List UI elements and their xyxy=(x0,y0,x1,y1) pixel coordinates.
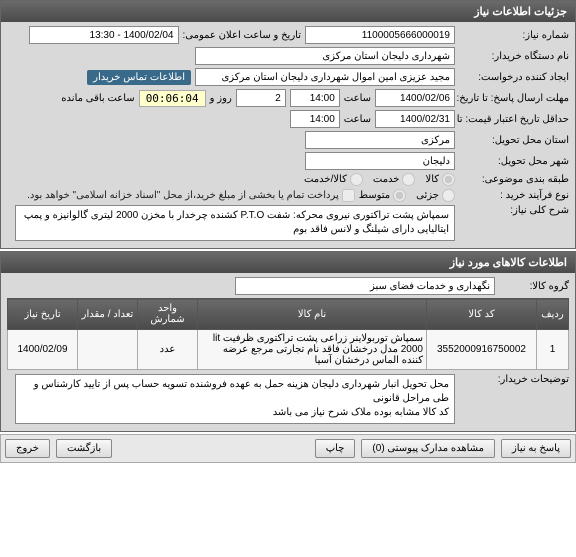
remain-label: ساعت باقی مانده xyxy=(61,93,134,104)
cell-idx: 1 xyxy=(537,330,569,370)
th-row: ردیف xyxy=(537,299,569,330)
need-no-label: شماره نیاز: xyxy=(459,30,569,41)
days-label: روز و xyxy=(210,93,232,104)
validity-time-label: ساعت xyxy=(344,114,371,125)
days-field: 2 xyxy=(236,89,286,107)
info-panel-title: جزئیات اطلاعات نیاز xyxy=(1,1,575,22)
exit-button[interactable]: خروج xyxy=(5,439,50,458)
footer-bar: پاسخ به نیاز مشاهده مدارک پیوستی (0) چاپ… xyxy=(0,434,576,463)
cell-code: 3552000916750002 xyxy=(427,330,537,370)
cell-qty xyxy=(78,330,138,370)
attach-button[interactable]: مشاهده مدارک پیوستی (0) xyxy=(361,439,495,458)
validity-date: 1400/02/31 xyxy=(375,110,455,128)
desc-label: شرح کلی نیاز: xyxy=(459,205,569,216)
validity-label: حداقل تاریخ اعتبار قیمت: تا تاریخ: xyxy=(459,114,569,125)
deadline-date: 1400/02/06 xyxy=(375,89,455,107)
info-panel-body: شماره نیاز: 1100005666000019 تاریخ و ساع… xyxy=(1,22,575,248)
buyer-notes-label: توضیحات خریدار: xyxy=(459,374,569,385)
validity-time: 14:00 xyxy=(290,110,340,128)
contact-link[interactable]: اطلاعات تماس خریدار xyxy=(87,70,191,85)
province-label: استان محل تحویل: xyxy=(459,135,569,146)
partial-pay-check[interactable]: پرداخت تمام یا بخشی از مبلغ خرید،از محل … xyxy=(27,189,355,202)
buyer-label: نام دستگاه خریدار: xyxy=(459,51,569,62)
buyer-notes: محل تحویل انبار شهرداری دلیجان هزینه حمل… xyxy=(15,374,455,424)
th-date: تاریخ نیاز xyxy=(8,299,78,330)
buyer-field: شهرداری دلیجان استان مرکزی xyxy=(195,47,455,65)
need-no-field: 1100005666000019 xyxy=(305,26,455,44)
process-small[interactable]: جزئی xyxy=(416,189,455,202)
process-radio-group: جزئی متوسط xyxy=(359,189,455,202)
deadline-label: مهلت ارسال پاسخ: تا تاریخ: xyxy=(459,93,569,104)
th-qty: تعداد / مقدار xyxy=(78,299,138,330)
deadline-time-label: ساعت xyxy=(344,93,371,104)
city-field: دلیجان xyxy=(305,152,455,170)
creator-field: مجید عزیزی امین اموال شهرداری دلیجان است… xyxy=(195,68,455,86)
budget-service[interactable]: خدمت xyxy=(373,173,416,186)
th-unit: واحد شمارش xyxy=(138,299,198,330)
cell-name: سمپاش توربولاینر زراعی پشت تراکتوری ظرفی… xyxy=(198,330,427,370)
countdown: 00:06:04 xyxy=(139,90,206,107)
creator-label: ایجاد کننده درخواست: xyxy=(459,72,569,83)
th-name: نام کالا xyxy=(198,299,427,330)
announce-field: 1400/02/04 - 13:30 xyxy=(29,26,179,44)
to-need-button[interactable]: پاسخ به نیاز xyxy=(501,439,571,458)
province-field: مرکزی xyxy=(305,131,455,149)
group-field: نگهداری و خدمات فضای سبز xyxy=(235,277,495,295)
info-panel: جزئیات اطلاعات نیاز شماره نیاز: 11000056… xyxy=(0,0,576,249)
th-code: کد کالا xyxy=(427,299,537,330)
back-button[interactable]: بازگشت xyxy=(56,439,112,458)
deadline-time: 14:00 xyxy=(290,89,340,107)
desc-field: سمپاش پشت تراکتوری نیروی محرکه: شفت P.T.… xyxy=(15,205,455,241)
cell-unit: عدد xyxy=(138,330,198,370)
items-panel-body: گروه کالا: نگهداری و خدمات فضای سبز ردیف… xyxy=(1,273,575,431)
process-label: نوع فرآیند خرید : xyxy=(459,190,569,201)
table-row: 1 3552000916750002 سمپاش توربولاینر زراع… xyxy=(8,330,569,370)
budget-radio-group: کالا خدمت کالا/خدمت xyxy=(304,173,455,186)
print-button[interactable]: چاپ xyxy=(315,439,356,458)
budget-label: طبقه بندی موضوعی: xyxy=(459,174,569,185)
process-medium[interactable]: متوسط xyxy=(359,189,406,202)
items-panel-title: اطلاعات کالاهای مورد نیاز xyxy=(1,252,575,273)
city-label: شهر محل تحویل: xyxy=(459,156,569,167)
budget-goods[interactable]: کالا xyxy=(425,173,455,186)
items-panel: اطلاعات کالاهای مورد نیاز گروه کالا: نگه… xyxy=(0,251,576,432)
announce-label: تاریخ و ساعت اعلان عمومی: xyxy=(183,30,302,41)
items-table: ردیف کد کالا نام کالا واحد شمارش تعداد /… xyxy=(7,298,569,370)
group-label: گروه کالا: xyxy=(499,281,569,292)
cell-date: 1400/02/09 xyxy=(8,330,78,370)
budget-goods-service[interactable]: کالا/خدمت xyxy=(304,173,363,186)
